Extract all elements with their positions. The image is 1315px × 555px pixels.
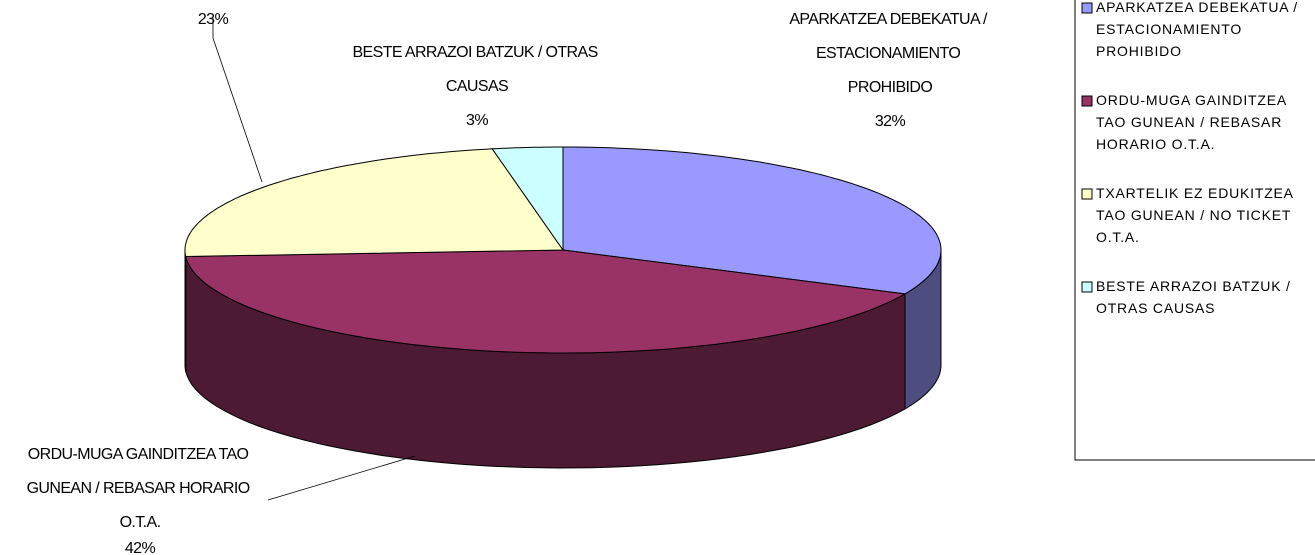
legend-swatch (1081, 2, 1093, 14)
data-label-name: BESTE ARRAZOI BATZUK / OTRAS CAUSAS (352, 44, 601, 95)
pie-slice (184, 148, 564, 258)
data-label-value: 42% (125, 540, 156, 555)
leader-line (267, 455, 416, 501)
legend-swatch (1081, 95, 1093, 107)
pie-slice (562, 146, 942, 295)
pie-slice (185, 249, 907, 354)
data-label-name: ORDU-MUGA GAINDITZEA TAO GUNEAN / REBASA… (27, 446, 254, 531)
data-label-value: 23% (198, 11, 229, 28)
pie-slice (491, 146, 564, 252)
legend-label: APARKATZEA DEBEKATUA / ESTACIONAMIENTO P… (1096, 0, 1303, 59)
legend-box (1074, 0, 1315, 461)
data-label-value: 32% (875, 113, 906, 130)
legend-swatch (1081, 281, 1093, 293)
legend-label: ORDU-MUGA GAINDITZEA TAO GUNEAN / REBASA… (1096, 92, 1291, 152)
pie-side (184, 250, 187, 372)
leader-line (212, 18, 263, 183)
legend-swatch (1081, 188, 1093, 200)
legend-label: BESTE ARRAZOI BATZUK / OTRAS CAUSAS (1096, 278, 1295, 316)
data-label-value: 3% (466, 112, 488, 129)
legend-label: TXARTELIK EZ EDUKITZEA TAO GUNEAN / NO T… (1096, 185, 1298, 245)
data-label-name: APARKATZEA DEBEKATUA / ESTACIONAMIENTO P… (789, 11, 990, 96)
